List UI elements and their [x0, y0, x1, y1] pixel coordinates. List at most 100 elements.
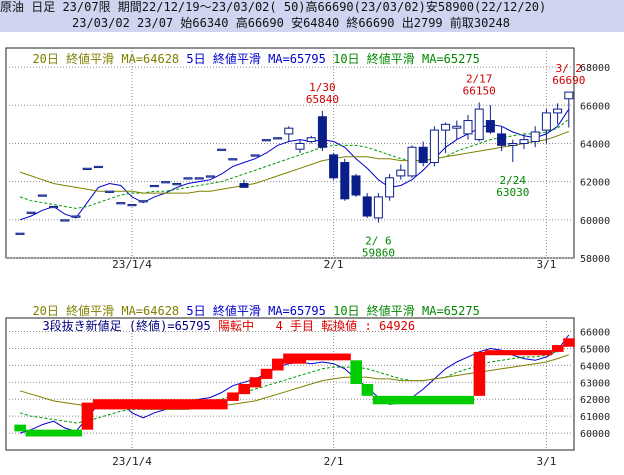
top-candle-body: [340, 162, 350, 200]
top-candle-body: [284, 127, 294, 135]
top-candle-body: [205, 175, 215, 178]
legend-top-ma10: 10日 終値平滑 MA=65275: [333, 52, 480, 66]
bottom-x-tick-label: 3/1: [536, 455, 556, 468]
top-candle-body: [564, 91, 574, 100]
bottom-break-brick: [92, 399, 105, 410]
top-y-tick-label: 66000: [580, 101, 610, 112]
top-candle-body: [217, 148, 227, 151]
bottom-x-tick-label: 2/1: [324, 455, 344, 468]
top-candle-body: [37, 194, 47, 197]
bottom-y-tick-label: 62000: [580, 395, 610, 406]
top-candle-body: [541, 112, 551, 131]
bottom-break-brick: [496, 350, 508, 356]
bottom-break-brick: [216, 399, 228, 410]
bottom-break-brick: [272, 358, 284, 371]
top-annotation-date: 2/24: [500, 174, 527, 187]
top-candle-body: [362, 196, 372, 217]
bottom-break-brick: [406, 395, 418, 405]
top-candle-body: [273, 137, 283, 140]
top-candle-body: [15, 232, 25, 235]
bottom-break-brick: [563, 338, 575, 347]
bottom-break-brick: [104, 399, 116, 410]
bottom-break-brick: [14, 424, 26, 432]
top-candle-body: [149, 184, 159, 188]
top-candle-body: [26, 211, 36, 214]
top-candle-body: [396, 169, 406, 177]
top-candle-body: [508, 142, 518, 146]
bottom-break-brick: [428, 395, 441, 405]
top-annotation-value: 66150: [463, 84, 496, 97]
bottom-ma-line-10: [19, 343, 570, 424]
legend-bottom-ma5: 5日 終値平滑 MA=65795: [186, 304, 326, 318]
bottom-break-brick: [249, 377, 262, 388]
bottom-break-brick: [507, 350, 519, 356]
top-x-tick-label: 3/1: [536, 258, 556, 271]
bottom-break-brick: [81, 402, 94, 430]
bottom-break-brick: [518, 350, 530, 356]
bottom-break-brick: [171, 399, 183, 410]
bottom-break-brick: [148, 399, 161, 410]
bottom-break-brick: [540, 350, 553, 356]
bottom-break-brick: [417, 395, 430, 405]
bottom-break-brick: [451, 395, 463, 405]
kagi-status-state: 陽転中 4 手目 転換値 : 64926: [217, 319, 416, 333]
bottom-break-brick: [160, 399, 172, 410]
legend-top-ma20: 20日 終値平滑 MA=64628: [32, 52, 180, 66]
top-candle-body: [485, 120, 495, 133]
bottom-break-brick: [361, 384, 374, 396]
bottom-y-tick-label: 60000: [580, 429, 610, 440]
top-candle-body: [497, 133, 507, 146]
header-line-1: 原油 日足 23/07限 期間22/12/19～23/03/02( 50)高66…: [0, 0, 624, 16]
top-candle-body: [474, 108, 484, 141]
top-candle-body: [351, 175, 361, 196]
bottom-break-brick: [48, 429, 60, 437]
top-y-tick-label: 60000: [580, 216, 610, 227]
top-candle-body: [161, 181, 171, 184]
legend-top: 20日 終値平滑 MA=64628 5日 終値平滑 MA=65795 10日 終…: [18, 38, 480, 66]
bottom-break-brick: [440, 395, 452, 405]
bottom-x-tick-label: 23/1/4: [112, 455, 152, 468]
top-y-tick-label: 64000: [580, 139, 610, 150]
top-annotation-date: 2/17: [466, 72, 493, 85]
bottom-break-brick: [316, 353, 329, 361]
legend-top-ma5: 5日 終値平滑 MA=65795: [186, 52, 326, 66]
bottom-break-brick: [339, 353, 351, 361]
top-candle-body: [429, 129, 439, 164]
top-candle-body: [138, 200, 148, 203]
bottom-break-brick: [182, 399, 194, 410]
top-x-tick-label: 23/1/4: [112, 258, 152, 271]
top-candle-body: [127, 204, 137, 207]
legend-bottom-ma10: 10日 終値平滑 MA=65275: [333, 304, 480, 318]
bottom-break-brick: [36, 429, 49, 437]
bottom-y-tick-label: 66000: [580, 328, 610, 339]
bottom-y-tick-label: 65000: [580, 344, 610, 355]
top-candle-body: [452, 125, 462, 129]
top-candle-body: [105, 190, 115, 193]
top-candle-body: [373, 196, 383, 219]
bottom-break-brick: [294, 353, 306, 364]
bottom-y-tick-label: 63000: [580, 378, 610, 389]
top-candle-body: [93, 165, 103, 169]
top-candle-body: [82, 167, 92, 170]
bottom-break-brick: [350, 360, 362, 384]
bottom-break-brick: [193, 399, 206, 410]
bottom-break-brick: [260, 368, 273, 379]
bottom-break-brick: [238, 384, 250, 395]
bottom-break-brick: [137, 399, 150, 410]
bottom-break-brick: [25, 429, 38, 437]
top-candle-body: [183, 177, 193, 180]
top-candle-body: [407, 146, 417, 177]
top-candle-body: [317, 116, 327, 148]
bottom-break-brick: [384, 395, 396, 405]
bottom-break-brick: [204, 399, 217, 410]
top-candle-body: [239, 183, 249, 188]
top-candle-body: [261, 139, 271, 142]
top-x-tick-label: 2/1: [324, 258, 344, 271]
bottom-break-brick: [372, 395, 385, 405]
top-candle-body: [519, 139, 529, 144]
bottom-y-tick-label: 64000: [580, 361, 610, 372]
top-candle-body: [329, 154, 339, 179]
top-ma-line-10: [19, 118, 570, 209]
bottom-break-brick: [552, 345, 564, 352]
